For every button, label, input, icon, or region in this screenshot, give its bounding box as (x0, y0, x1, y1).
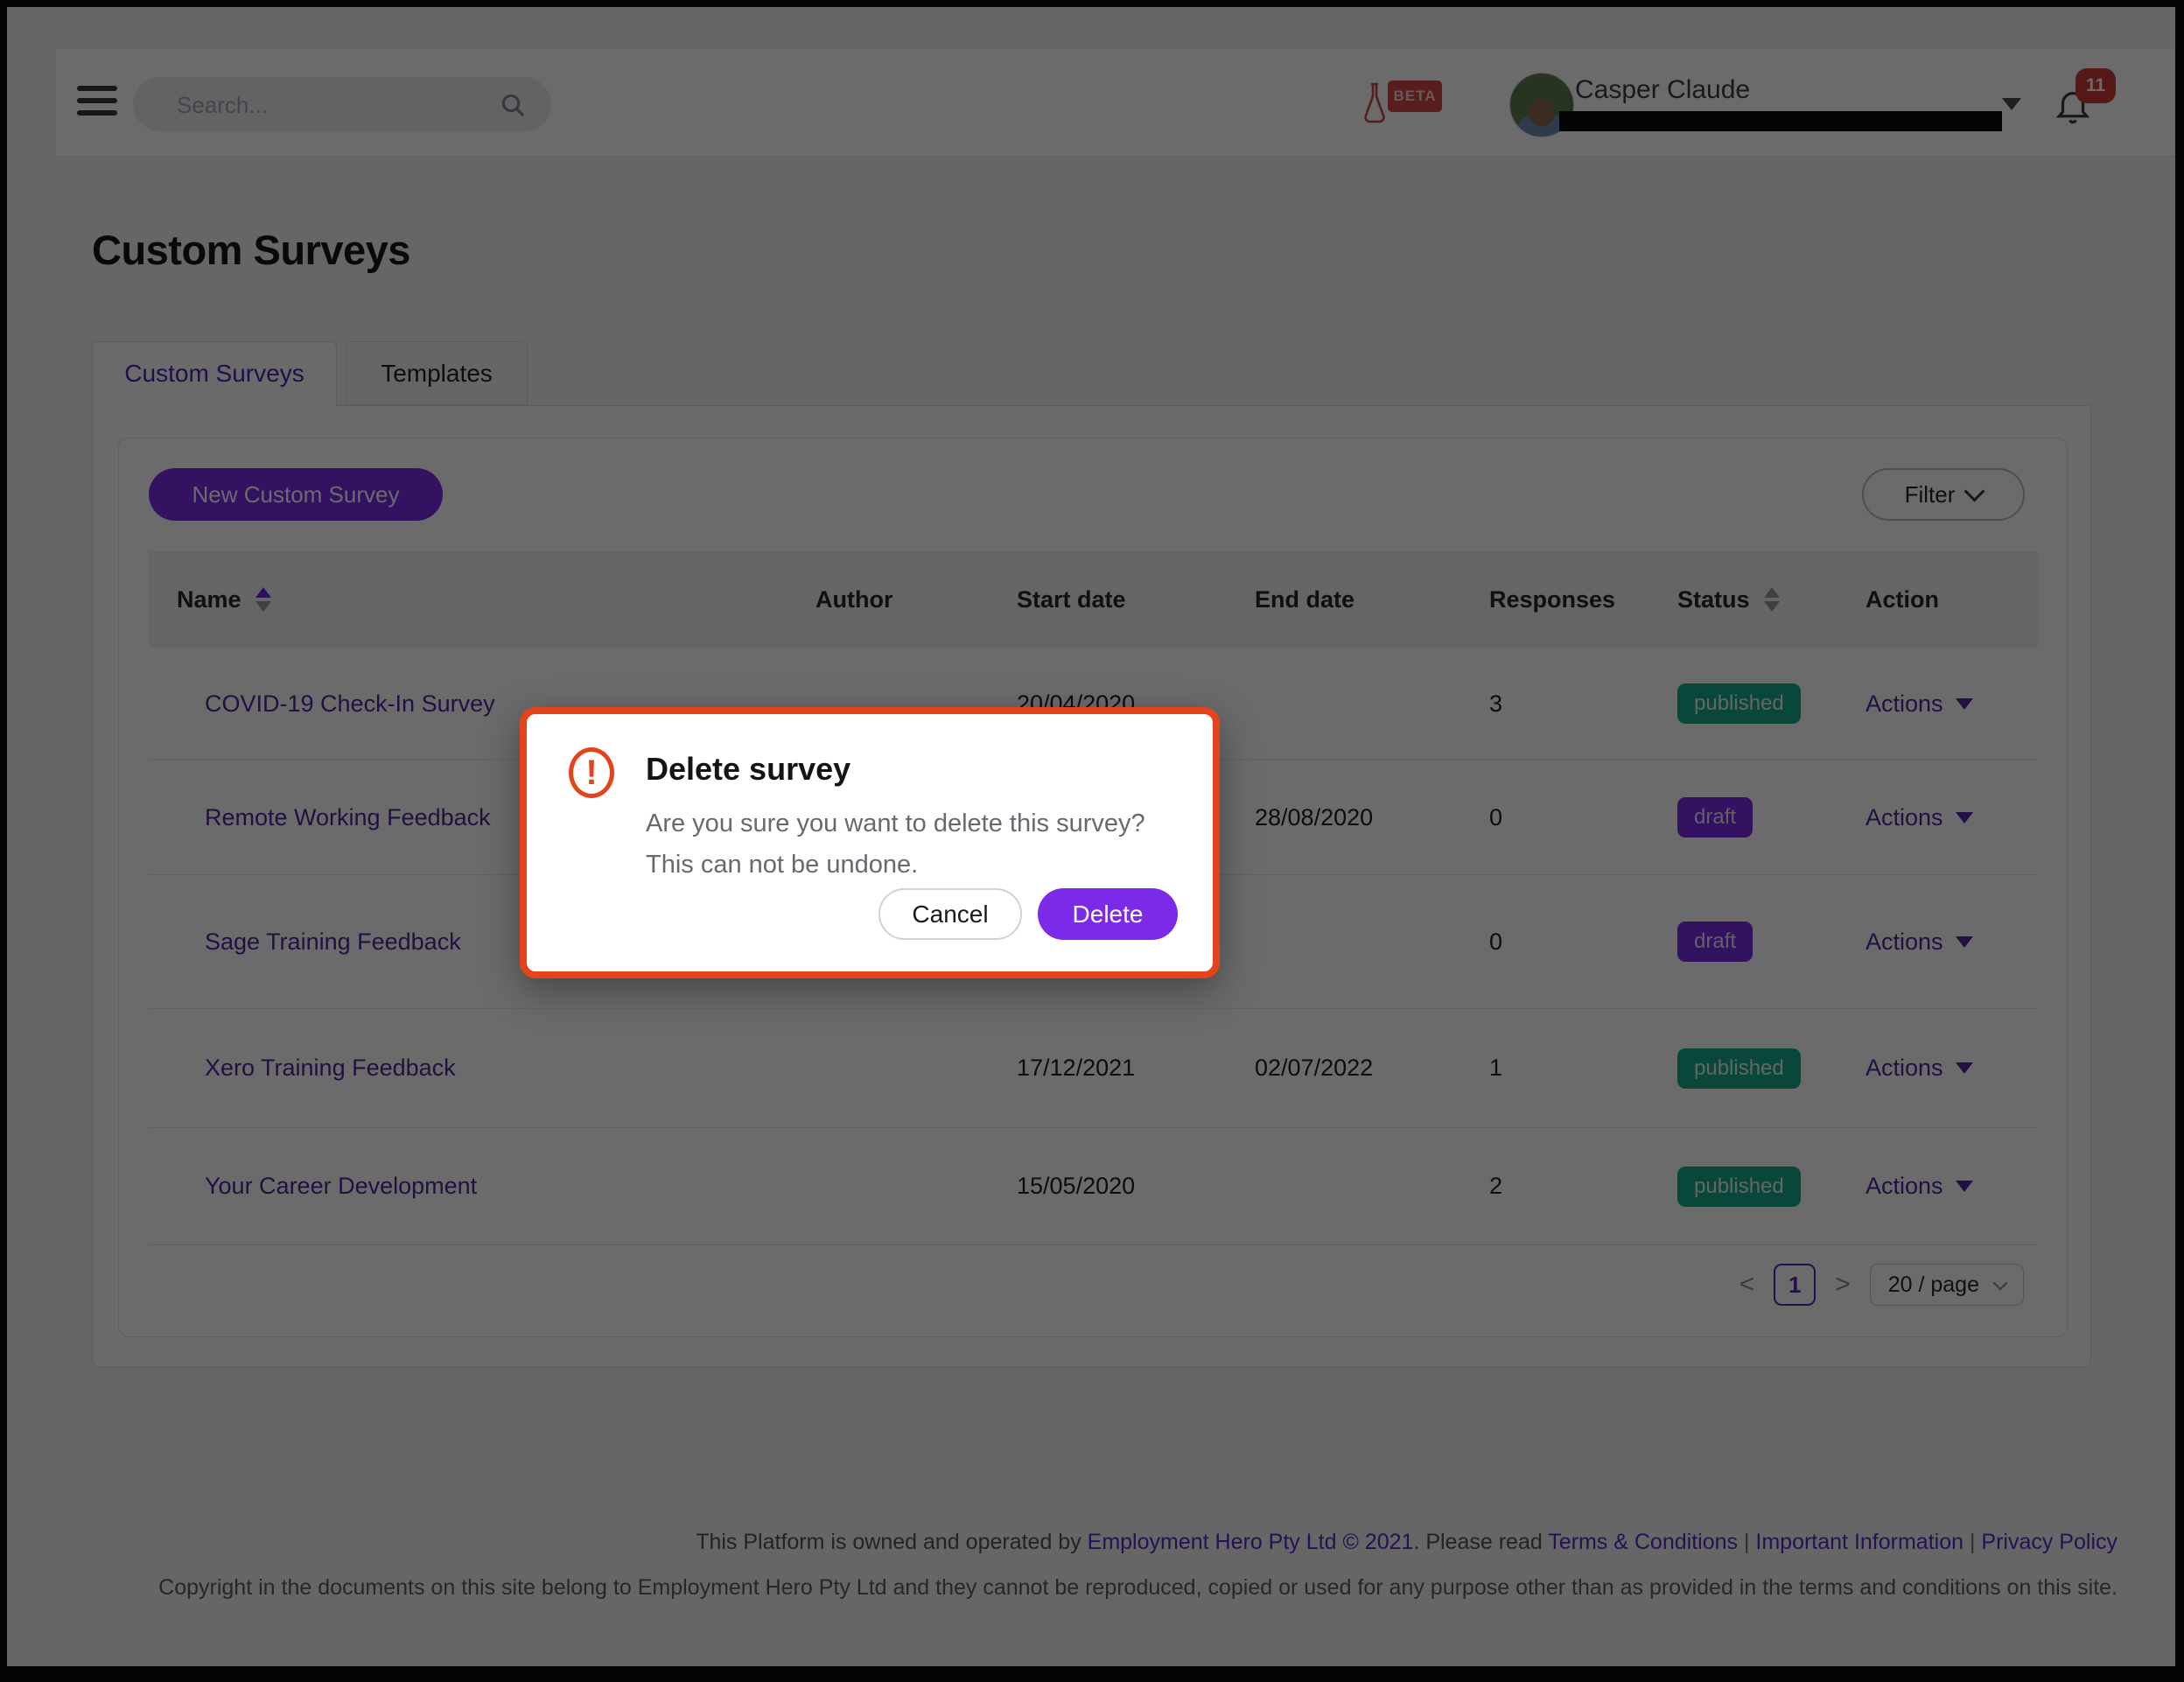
delete-button[interactable]: Delete (1038, 888, 1178, 940)
window-frame (0, 1666, 2184, 1682)
cancel-button[interactable]: Cancel (878, 888, 1022, 940)
window-frame (0, 0, 2184, 7)
window-frame (0, 0, 7, 1682)
window-frame (2175, 0, 2184, 1682)
modal-title: Delete survey (646, 751, 851, 787)
warning-icon: ! (569, 747, 614, 798)
delete-survey-modal: ! Delete survey Are you sure you want to… (520, 707, 1220, 978)
modal-message: Are you sure you want to delete this sur… (646, 809, 1145, 879)
